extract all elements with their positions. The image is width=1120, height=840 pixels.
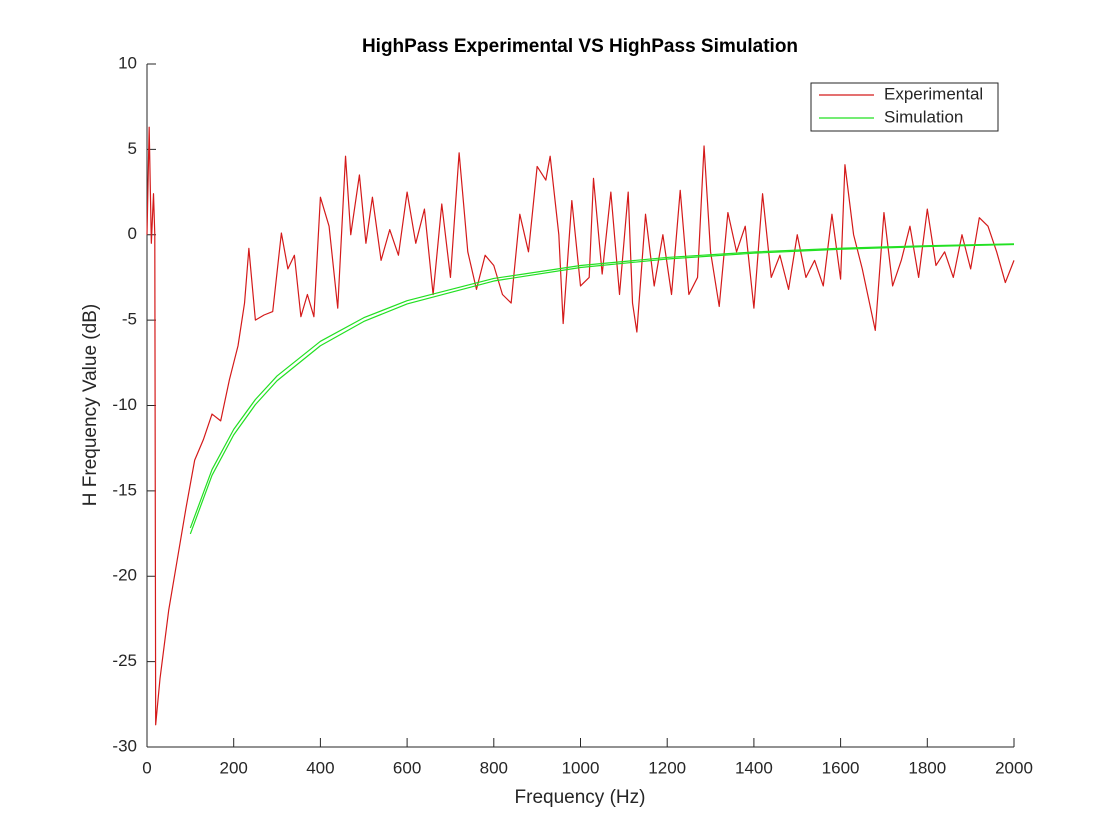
y-tick-label: -15 (112, 480, 137, 499)
x-tick-label: 1200 (648, 758, 686, 777)
y-tick-label: -10 (112, 395, 137, 414)
x-axis-label: Frequency (Hz) (515, 787, 646, 808)
x-tick-label: 2000 (995, 758, 1033, 777)
legend-label: Simulation (884, 107, 963, 126)
legend-label: Experimental (884, 84, 983, 103)
y-tick-label: 5 (128, 139, 137, 158)
y-tick-label: -20 (112, 566, 137, 585)
x-tick-label: 1000 (562, 758, 600, 777)
x-tick-label: 600 (393, 758, 421, 777)
y-tick-label: 10 (118, 53, 137, 72)
y-tick-label: 0 (128, 224, 137, 243)
y-tick-label: -30 (112, 736, 137, 755)
data-line (189, 243, 1015, 535)
x-tick-label: 1400 (735, 758, 773, 777)
x-tick-label: 400 (306, 758, 334, 777)
chart-title: HighPass Experimental VS HighPass Simula… (362, 36, 798, 57)
data-line (189, 243, 1015, 529)
x-tick-label: 1600 (822, 758, 860, 777)
y-tick-label: -25 (112, 651, 137, 670)
y-tick-label: -5 (122, 310, 137, 329)
legend-box (810, 82, 999, 132)
x-tick-label: 1800 (908, 758, 946, 777)
x-tick-label: 200 (220, 758, 248, 777)
y-axis-label: H Frequency Value (dB) (80, 304, 101, 506)
x-tick-label: 0 (142, 758, 151, 777)
data-line (146, 126, 1015, 726)
x-tick-label: 800 (480, 758, 508, 777)
